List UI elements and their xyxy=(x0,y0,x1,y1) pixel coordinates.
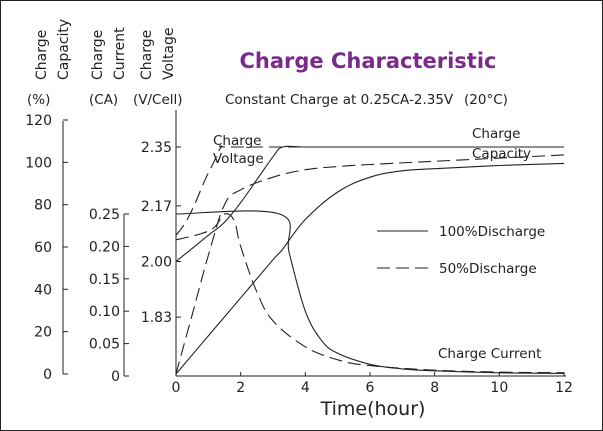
x-tick-label: 6 xyxy=(366,380,375,396)
x-tick-label: 2 xyxy=(236,380,245,396)
series-voltage-50pct-line xyxy=(175,145,564,236)
legend-50-discharge: 50%Discharge xyxy=(439,261,537,277)
x-axis-label: Time(hour) xyxy=(320,398,426,420)
axes-layer: 0 2 4 6 8 10 1202040608010012000.050.100.150.2… xyxy=(25,110,573,396)
series-capacity-50pct-line xyxy=(175,154,565,375)
chart-title: Charge Characteristic xyxy=(239,49,496,73)
current-unit: (CA) xyxy=(89,92,118,108)
chart-subtitle: Constant Charge at 0.25CA-2.35V xyxy=(225,92,454,108)
current-tick-label: 0.05 xyxy=(89,337,120,353)
voltage-tick-label: 2.17 xyxy=(141,199,172,215)
curve-label-charge-current: Charge Current xyxy=(438,346,541,362)
capacity-tick-label: 120 xyxy=(25,113,52,129)
current-tick-label: 0.25 xyxy=(89,207,120,223)
capacity-tick-label: 0 xyxy=(43,367,52,383)
curve-label-charge-voltage-1: Charge xyxy=(213,133,261,149)
voltage-tick-label: 1.83 xyxy=(141,310,172,326)
current-axis-label-line1: Charge xyxy=(90,30,106,80)
capacity-tick-label: 40 xyxy=(34,282,52,298)
capacity-tick-label: 100 xyxy=(25,155,52,171)
capacity-axis-label-line1: Charge xyxy=(34,30,50,80)
current-tick-label: 0 xyxy=(111,369,120,385)
capacity-axis-label-line2: Capacity xyxy=(56,19,72,80)
x-tick-label: 4 xyxy=(301,380,310,396)
current-tick-label: 0.10 xyxy=(89,304,120,320)
capacity-tick-label: 60 xyxy=(34,240,52,256)
capacity-tick-label: 80 xyxy=(34,198,52,214)
current-axis-label-line2: Current xyxy=(112,27,128,80)
series-layer xyxy=(175,145,565,375)
curve-label-charge-capacity-2: Capacity xyxy=(472,146,531,162)
x-tick-label: 10 xyxy=(490,380,508,396)
x-tick-label: 8 xyxy=(430,380,439,396)
capacity-tick-label: 20 xyxy=(34,325,52,341)
curve-label-charge-voltage-2: Voltage xyxy=(213,151,264,167)
current-tick-label: 0.15 xyxy=(89,272,120,288)
chart-temperature: (20°C) xyxy=(464,92,508,108)
voltage-tick-label: 2.00 xyxy=(141,255,172,271)
voltage-axis-label-line1: Charge xyxy=(139,30,155,80)
current-tick-label: 0.20 xyxy=(89,239,120,255)
legend-100-discharge: 100%Discharge xyxy=(439,224,545,240)
capacity-unit: (%) xyxy=(27,92,50,108)
series-voltage-100pct-line xyxy=(175,145,564,262)
series-current-100pct-line xyxy=(175,210,565,374)
voltage-unit: (V/Cell) xyxy=(133,92,183,108)
curve-label-charge-capacity-1: Charge xyxy=(472,126,520,142)
series-capacity-100pct-line xyxy=(175,162,565,375)
voltage-axis-label-line2: Voltage xyxy=(161,27,177,80)
x-tick-label: 12 xyxy=(555,380,573,396)
x-tick-label: 0 xyxy=(172,380,181,396)
voltage-tick-label: 2.35 xyxy=(141,140,172,156)
